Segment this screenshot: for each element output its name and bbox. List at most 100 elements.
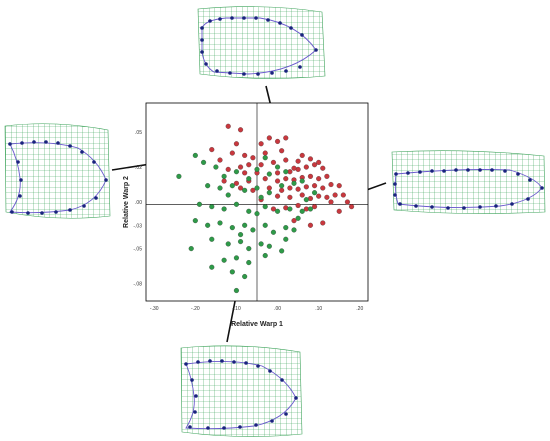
point-red	[295, 158, 301, 164]
point-red	[275, 193, 281, 199]
point-green	[275, 208, 281, 214]
point-green	[192, 218, 198, 224]
x-axis-label: Relative Warp 1	[231, 321, 283, 328]
point-red	[312, 162, 318, 168]
deformation-grid-left	[4, 123, 111, 219]
point-red	[279, 148, 285, 154]
point-red	[283, 157, 289, 163]
point-green	[233, 287, 239, 294]
point-green	[233, 169, 239, 175]
point-green	[201, 159, 207, 165]
point-green	[279, 248, 285, 254]
point-green	[303, 197, 309, 203]
point-green	[209, 204, 215, 210]
y-tick-label: .05	[135, 130, 142, 136]
point-red	[225, 166, 231, 172]
point-green	[238, 232, 244, 238]
point-green	[225, 192, 231, 198]
point-red	[225, 123, 231, 129]
x-tick-label: -.20	[191, 306, 200, 312]
point-red	[262, 176, 268, 182]
point-green	[258, 194, 264, 200]
point-green	[262, 253, 268, 259]
point-green	[205, 222, 211, 228]
point-red	[320, 220, 326, 226]
point-red	[275, 170, 281, 176]
point-green	[266, 171, 272, 177]
point-green	[299, 208, 305, 214]
x-tick-label: .00	[274, 306, 281, 312]
y-tick-label: .02	[135, 165, 142, 171]
point-red	[209, 147, 215, 153]
point-green	[221, 257, 227, 263]
point-green	[250, 227, 256, 233]
point-green	[242, 273, 248, 280]
point-red	[332, 192, 338, 198]
point-green	[258, 241, 264, 247]
point-red	[238, 185, 244, 191]
point-green	[209, 236, 215, 242]
y-tick-label: -.03	[133, 223, 142, 229]
point-green	[266, 243, 272, 249]
point-red	[295, 186, 301, 192]
point-red	[324, 173, 330, 179]
point-red	[250, 187, 256, 193]
point-red	[283, 135, 289, 141]
point-green	[262, 204, 268, 210]
point-green	[254, 166, 260, 172]
point-green	[229, 183, 235, 189]
point-red	[291, 165, 297, 171]
point-red	[336, 208, 342, 214]
point-green	[209, 264, 215, 270]
point-green	[295, 215, 301, 221]
point-red	[246, 162, 252, 168]
point-green	[299, 178, 305, 184]
deformation-grid-right	[391, 150, 546, 214]
point-green	[283, 169, 289, 175]
deformation-grid-bottom	[180, 345, 303, 437]
point-red	[270, 206, 276, 212]
point-green	[307, 206, 313, 212]
scatter-plot: -.30 -.20 -.10 .00 .10 .20 .05 .02 .00 -.03 -.05 -…	[123, 102, 369, 328]
outline-bottom	[185, 360, 297, 430]
point-green	[221, 173, 227, 179]
point-green	[279, 183, 285, 189]
x-tick-label: .10	[315, 306, 322, 312]
point-red	[233, 180, 239, 186]
point-green	[225, 241, 231, 247]
point-green	[217, 185, 223, 191]
point-red	[349, 204, 355, 210]
point-green	[242, 187, 248, 193]
point-red	[275, 178, 281, 184]
point-red	[307, 222, 313, 228]
deformation-grid-top	[197, 6, 326, 79]
point-green	[283, 225, 289, 231]
point-red	[328, 199, 334, 205]
point-red	[279, 187, 285, 193]
point-red	[266, 135, 272, 141]
point-red	[287, 194, 293, 200]
point-green	[229, 269, 235, 275]
y-axis-label: Relative Warp 2	[123, 176, 130, 228]
point-red	[299, 152, 305, 158]
point-red	[340, 192, 346, 198]
point-red	[299, 192, 305, 198]
point-red	[320, 165, 326, 171]
point-red	[250, 155, 256, 161]
point-green	[192, 152, 198, 158]
point-red	[316, 193, 322, 199]
point-red	[312, 204, 318, 210]
point-red	[312, 183, 318, 189]
point-green	[262, 222, 268, 228]
point-red	[287, 185, 293, 191]
point-red	[316, 176, 322, 182]
point-green	[176, 173, 182, 179]
x-tick-label: -.10	[232, 306, 241, 312]
point-green	[217, 220, 223, 226]
point-red	[262, 150, 268, 156]
point-green	[312, 190, 318, 196]
y-axis-ticks: .05 .02 .00 -.03 -.05 -.08	[133, 130, 142, 287]
point-green	[221, 206, 227, 212]
point-green	[270, 229, 276, 235]
